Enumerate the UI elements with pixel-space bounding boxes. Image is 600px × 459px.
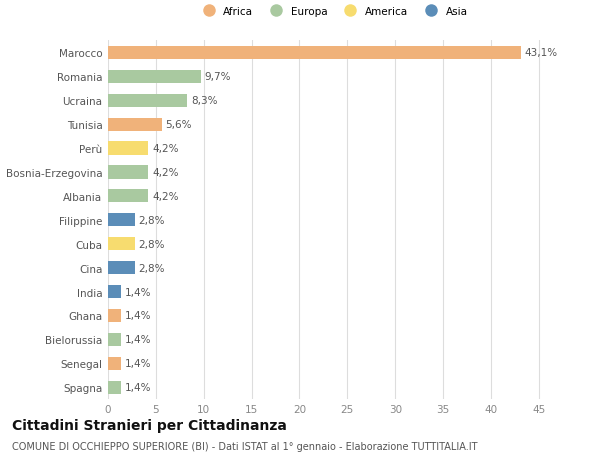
Text: 1,4%: 1,4% bbox=[125, 287, 152, 297]
Bar bbox=[108, 190, 148, 203]
Bar bbox=[108, 71, 201, 84]
Legend: Africa, Europa, America, Asia: Africa, Europa, America, Asia bbox=[199, 7, 467, 17]
Bar bbox=[108, 142, 148, 155]
Bar bbox=[108, 285, 121, 298]
Text: 4,2%: 4,2% bbox=[152, 168, 179, 178]
Text: 2,8%: 2,8% bbox=[139, 263, 165, 273]
Text: 9,7%: 9,7% bbox=[205, 72, 231, 82]
Bar bbox=[108, 381, 121, 394]
Bar bbox=[108, 238, 135, 251]
Bar bbox=[108, 357, 121, 370]
Text: 2,8%: 2,8% bbox=[139, 239, 165, 249]
Text: 43,1%: 43,1% bbox=[524, 48, 557, 58]
Text: COMUNE DI OCCHIEPPO SUPERIORE (BI) - Dati ISTAT al 1° gennaio - Elaborazione TUT: COMUNE DI OCCHIEPPO SUPERIORE (BI) - Dat… bbox=[12, 441, 478, 451]
Text: 4,2%: 4,2% bbox=[152, 191, 179, 202]
Bar bbox=[108, 214, 135, 227]
Bar bbox=[108, 262, 135, 274]
Bar bbox=[108, 333, 121, 346]
Text: 1,4%: 1,4% bbox=[125, 311, 152, 321]
Text: 8,3%: 8,3% bbox=[191, 96, 218, 106]
Text: 1,4%: 1,4% bbox=[125, 335, 152, 345]
Text: 4,2%: 4,2% bbox=[152, 144, 179, 154]
Text: 1,4%: 1,4% bbox=[125, 358, 152, 369]
Bar bbox=[108, 166, 148, 179]
Text: 5,6%: 5,6% bbox=[166, 120, 192, 130]
Bar bbox=[108, 95, 187, 107]
Text: Cittadini Stranieri per Cittadinanza: Cittadini Stranieri per Cittadinanza bbox=[12, 418, 287, 431]
Text: 2,8%: 2,8% bbox=[139, 215, 165, 225]
Bar bbox=[108, 47, 521, 60]
Text: 1,4%: 1,4% bbox=[125, 382, 152, 392]
Bar bbox=[108, 118, 161, 131]
Bar bbox=[108, 309, 121, 322]
